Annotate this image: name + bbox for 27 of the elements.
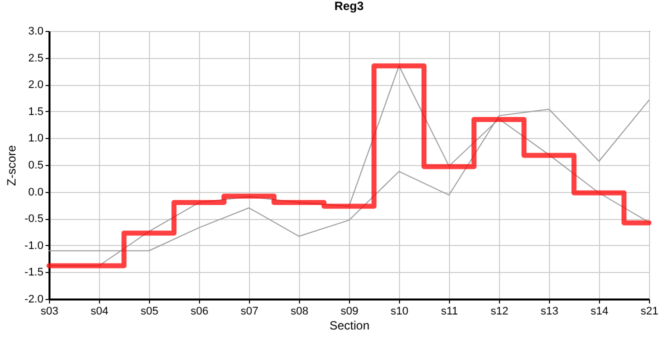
x-tick-label: s07 bbox=[240, 306, 258, 318]
x-tick-label: s09 bbox=[340, 306, 358, 318]
x-tick-label: s03 bbox=[40, 306, 58, 318]
y-tick-label: 3.0 bbox=[28, 26, 44, 38]
x-tick-label: s10 bbox=[390, 306, 408, 318]
x-tick-label: s11 bbox=[441, 306, 458, 318]
y-axis-title: Z-score bbox=[4, 144, 19, 186]
x-tick-label: s14 bbox=[590, 306, 608, 318]
y-tick-label: 0.5 bbox=[28, 160, 44, 172]
y-tick-label: 2.0 bbox=[28, 79, 44, 92]
y-tick-label: 2.5 bbox=[28, 52, 44, 64]
x-tick-label: s21 bbox=[640, 306, 658, 318]
y-tick-label: -0.5 bbox=[24, 213, 44, 226]
y-tick-label: -2.0 bbox=[24, 294, 44, 306]
x-tick-label: s08 bbox=[290, 306, 308, 318]
y-tick-label: 0.0 bbox=[28, 186, 44, 198]
chart-title: Reg3 bbox=[334, 0, 364, 13]
x-tick-label: s12 bbox=[490, 306, 508, 318]
x-tick-label: s05 bbox=[140, 306, 158, 318]
y-tick-label: 1.0 bbox=[28, 132, 44, 145]
x-tick-label: s13 bbox=[540, 306, 558, 318]
y-tick-label: -1.5 bbox=[24, 266, 44, 279]
y-tick-label: -1.0 bbox=[24, 240, 44, 252]
y-tick-label: 1.5 bbox=[28, 106, 44, 118]
x-tick-label: s06 bbox=[190, 306, 208, 318]
x-tick-label: s04 bbox=[90, 306, 108, 318]
x-axis-title: Section bbox=[329, 318, 370, 332]
